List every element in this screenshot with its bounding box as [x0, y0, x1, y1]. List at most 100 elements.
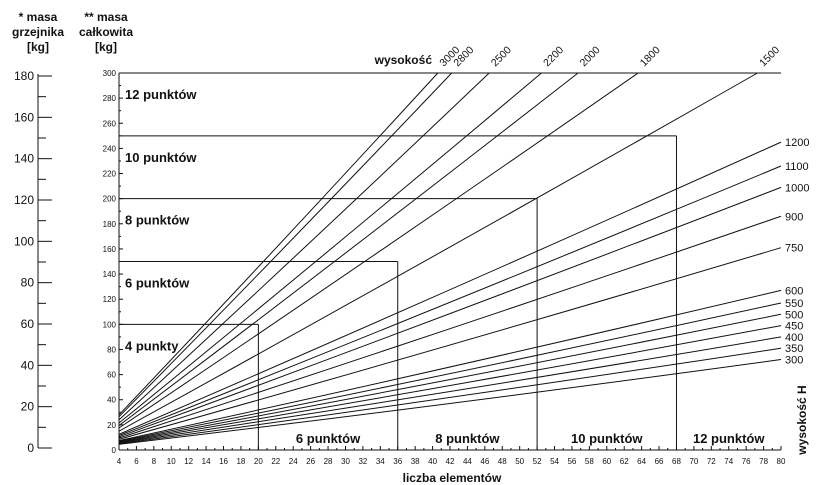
connection-point-zones: 4 punkty 6 punktów 8 punktów 10 punktów 12 p…: [119, 87, 765, 450]
x-tick-label: 68: [672, 457, 681, 466]
height-series-line: [118, 313, 782, 443]
y-tick-label: 40: [107, 396, 116, 405]
x-tick-label: 26: [306, 457, 315, 466]
y-tick-label: 120: [103, 295, 117, 304]
zone-label: 10 punktów: [125, 150, 197, 165]
outer-axis-tick-label: 20: [21, 400, 35, 414]
y-tick-label: 260: [103, 119, 117, 128]
series-label: 1800: [638, 44, 663, 69]
x-tick-label: 74: [724, 457, 733, 466]
height-series-line: [118, 72, 490, 421]
y-tick-label: 0: [112, 446, 117, 455]
bottom-zone-label: 6 punktów: [296, 431, 361, 446]
y-tick-label: 180: [103, 220, 117, 229]
y-tick-label: 160: [103, 245, 117, 254]
height-series-line: [118, 72, 579, 426]
x-tick-label: 72: [707, 457, 716, 466]
y-tick-label: 240: [103, 144, 117, 153]
series-label: 1200: [785, 137, 809, 149]
x-tick-label: 34: [376, 457, 385, 466]
x-tick-label: 70: [689, 457, 698, 466]
height-series-line: [118, 302, 782, 442]
y-tick-label: 200: [103, 195, 117, 204]
x-tick-label: 58: [585, 457, 594, 466]
x-tick-label: 12: [184, 457, 193, 466]
x-tick-label: 50: [515, 457, 524, 466]
outer-axis-title-line-1: * masa: [19, 10, 58, 24]
series-label: 900: [785, 211, 803, 223]
y-tick-label: 280: [103, 94, 117, 103]
series-label: 2000: [578, 44, 603, 69]
x-tick-label: 36: [393, 457, 402, 466]
inner-axis-title-line-2: całkowita: [79, 25, 133, 39]
x-tick-label: 44: [463, 457, 472, 466]
height-series-line: [118, 165, 782, 437]
outer-mass-axis: 0 20 40 60 80 100 120 140 160 180: [14, 69, 52, 455]
series-label: 450: [785, 321, 803, 333]
x-tick-label: 14: [202, 457, 211, 466]
series-label: 1000: [785, 182, 809, 194]
height-series-line: [118, 72, 542, 424]
height-series-line: [118, 347, 782, 445]
x-tick-label: 28: [324, 457, 333, 466]
outer-axis-tick-label: 180: [14, 69, 34, 83]
y-tick-label: 60: [107, 371, 116, 380]
x-tick-label: 4: [117, 457, 122, 466]
x-tick-label: 48: [498, 457, 507, 466]
zone-label: 6 punktów: [125, 276, 190, 291]
series-label: 1100: [785, 161, 809, 173]
x-tick-label: 52: [533, 457, 542, 466]
series-label: 2500: [489, 44, 514, 69]
height-series-line: [118, 247, 782, 440]
height-series-line: [118, 325, 782, 443]
x-axis-label: liczba elementów: [403, 471, 502, 485]
y-tick-label: 140: [103, 270, 117, 279]
series-label: 600: [785, 285, 803, 297]
outer-axis-tick-label: 100: [14, 234, 34, 248]
height-series-line: [118, 72, 639, 429]
x-tick-label: 22: [271, 457, 280, 466]
outer-axis-title-line-2: grzejnika: [12, 25, 64, 39]
outer-axis-tick-label: 140: [14, 152, 34, 166]
zone-label: 12 punktów: [125, 87, 197, 102]
x-tick-label: 30: [341, 457, 350, 466]
x-tick-label: 66: [655, 457, 664, 466]
x-tick-label: 76: [742, 457, 751, 466]
outer-axis-tick-label: 160: [14, 110, 34, 124]
x-tick-label: 54: [550, 457, 559, 466]
x-tick-label: 32: [358, 457, 367, 466]
height-series-lines: [118, 72, 782, 445]
outer-axis-title-line-3: [kg]: [27, 40, 49, 54]
outer-axis-tick-label: 40: [21, 358, 35, 372]
series-label: 1500: [757, 44, 782, 69]
series-label: 550: [785, 298, 803, 310]
y-tick-label: 220: [103, 170, 117, 179]
series-label: 350: [785, 343, 803, 355]
outer-axis-tick-label: 0: [27, 441, 34, 455]
bottom-zone-label: 12 punktów: [693, 431, 765, 446]
x-tick-label: 24: [289, 457, 298, 466]
inner-axis-title-line-1: ** masa: [84, 10, 128, 24]
x-tick-label: 38: [411, 457, 420, 466]
series-label: 500: [785, 309, 803, 321]
zone-label: 8 punktów: [125, 213, 190, 228]
series-label: 300: [785, 355, 803, 367]
axis-ticks: 0 20 40 60 80 100 120 140 160 180 200 220 240 260 280 3…: [103, 69, 786, 485]
outer-axis-tick-label: 80: [21, 276, 35, 290]
inner-axis-title-line-3: [kg]: [95, 40, 117, 54]
height-title-right: wysokość H: [795, 385, 809, 455]
x-tick-label: 16: [219, 457, 228, 466]
height-series-line: [118, 359, 782, 445]
zone-label: 4 punkty: [125, 338, 179, 353]
height-series-line: [118, 215, 782, 439]
height-series-line: [118, 72, 439, 416]
x-tick-label: 80: [777, 457, 786, 466]
x-tick-label: 8: [152, 457, 157, 466]
x-tick-label: 20: [254, 457, 263, 466]
height-series-line: [118, 289, 782, 442]
height-title-top: wysokość: [374, 53, 433, 67]
outer-axis-tick-label: 60: [21, 317, 35, 331]
height-series-line: [118, 72, 758, 432]
x-tick-label: 6: [134, 457, 139, 466]
